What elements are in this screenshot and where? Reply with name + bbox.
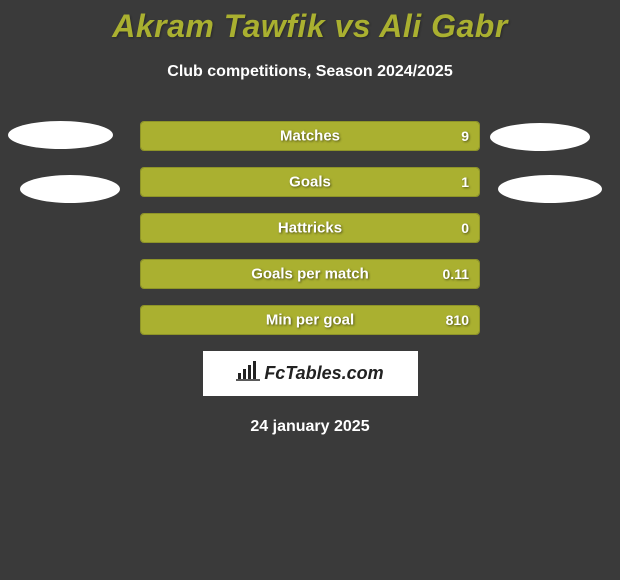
stat-value: 810: [446, 312, 469, 328]
stat-label: Min per goal: [141, 312, 479, 329]
date-label: 24 january 2025: [0, 418, 620, 436]
brand-box: FcTables.com: [203, 351, 418, 396]
stat-value: 0: [461, 220, 469, 236]
decor-ellipse: [498, 175, 602, 203]
stat-value: 9: [461, 128, 469, 144]
comparison-area: Matches 9 Goals 1 Hattricks 0 Goals per …: [0, 121, 620, 436]
bar-chart-icon: [236, 361, 260, 386]
stat-label: Hattricks: [141, 220, 479, 237]
decor-ellipse: [20, 175, 120, 203]
stat-row: Hattricks 0: [140, 213, 480, 243]
page-title: Akram Tawfik vs Ali Gabr: [0, 0, 620, 45]
page-subtitle: Club competitions, Season 2024/2025: [0, 63, 620, 81]
stat-row: Matches 9: [140, 121, 480, 151]
stat-label: Goals: [141, 174, 479, 191]
decor-ellipse: [8, 121, 113, 149]
stat-value: 0.11: [443, 266, 469, 282]
stat-row: Min per goal 810: [140, 305, 480, 335]
stat-row: Goals per match 0.11: [140, 259, 480, 289]
stat-label: Matches: [141, 128, 479, 145]
stat-value: 1: [461, 174, 469, 190]
brand-text: FcTables.com: [264, 363, 383, 384]
stats-rows: Matches 9 Goals 1 Hattricks 0 Goals per …: [140, 121, 480, 335]
stat-label: Goals per match: [141, 266, 479, 283]
decor-ellipse: [490, 123, 590, 151]
stat-row: Goals 1: [140, 167, 480, 197]
